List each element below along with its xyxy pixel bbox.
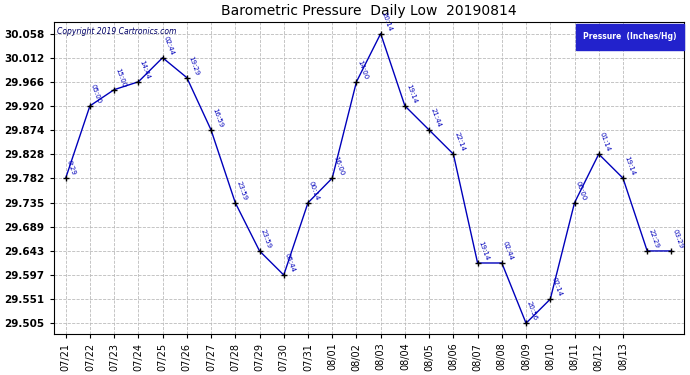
Text: 20:14: 20:14 <box>381 11 393 32</box>
Text: 0:29: 0:29 <box>66 160 77 177</box>
Text: 16:59: 16:59 <box>211 107 224 128</box>
Text: 23:59: 23:59 <box>259 228 272 249</box>
Text: 01:14: 01:14 <box>599 131 611 153</box>
Text: 23:59: 23:59 <box>235 180 248 201</box>
Text: 02:14: 02:14 <box>551 277 563 297</box>
Text: 21:44: 21:44 <box>429 108 442 128</box>
Text: 19:14: 19:14 <box>477 240 490 261</box>
Text: 05:44: 05:44 <box>284 253 296 273</box>
Text: Copyright 2019 Cartronics.com: Copyright 2019 Cartronics.com <box>57 27 176 36</box>
Text: 22:29: 22:29 <box>647 228 660 249</box>
Text: 02:44: 02:44 <box>163 35 175 56</box>
Text: 00:14: 00:14 <box>308 180 321 201</box>
Text: 02:44: 02:44 <box>502 241 514 261</box>
Text: 14:00: 14:00 <box>357 59 369 80</box>
Text: 19:14: 19:14 <box>405 83 417 104</box>
Text: 20:56: 20:56 <box>526 301 539 322</box>
Text: 05:00: 05:00 <box>90 83 103 104</box>
Title: Barometric Pressure  Daily Low  20190814: Barometric Pressure Daily Low 20190814 <box>221 4 516 18</box>
Text: 19:14: 19:14 <box>623 156 635 177</box>
Text: 14:44: 14:44 <box>139 59 151 80</box>
FancyBboxPatch shape <box>576 24 684 50</box>
Text: 19:29: 19:29 <box>187 55 199 76</box>
Text: 16:00: 16:00 <box>332 155 345 177</box>
Text: 00:00: 00:00 <box>575 180 587 201</box>
Text: 03:29: 03:29 <box>671 228 684 249</box>
Text: Pressure  (Inches/Hg): Pressure (Inches/Hg) <box>583 32 677 41</box>
Text: 15:00: 15:00 <box>114 67 127 88</box>
Text: 22:14: 22:14 <box>453 132 466 153</box>
